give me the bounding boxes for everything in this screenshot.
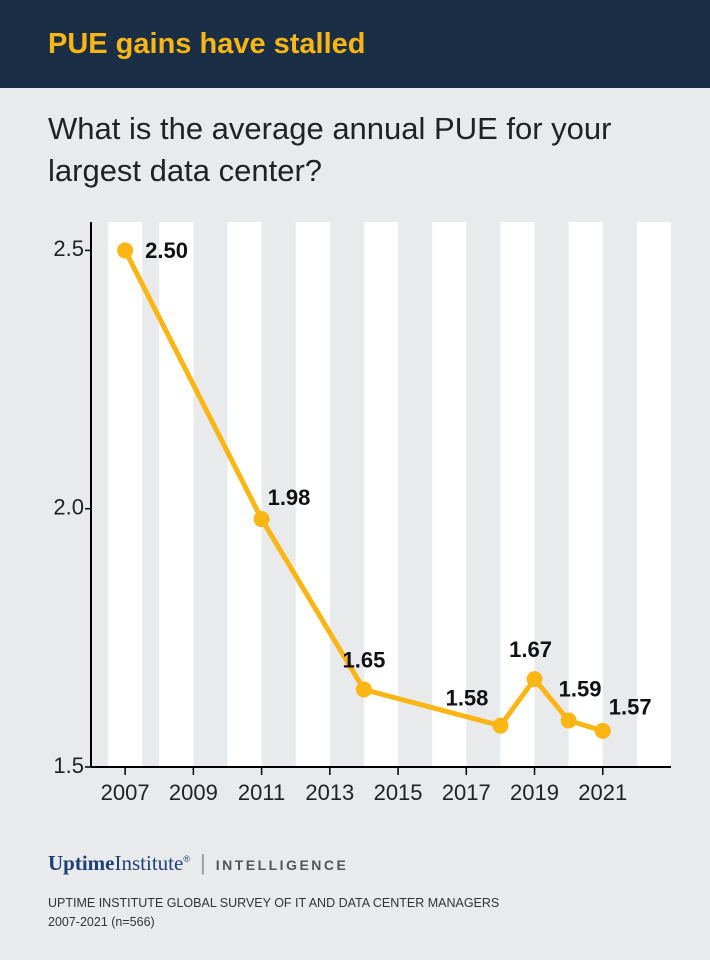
point: [492, 717, 509, 734]
source-note: UPTIME INSTITUTE GLOBAL SURVEY OF IT AND…: [48, 896, 500, 929]
x-tick-label: 2011: [238, 780, 285, 805]
x-tick-label: 2007: [101, 780, 150, 805]
brand-name: Uptime: [48, 851, 115, 875]
stripe: [568, 222, 603, 767]
point: [594, 722, 611, 739]
point: [355, 681, 372, 698]
data-label: 1.98: [268, 485, 311, 510]
point: [117, 242, 134, 259]
data-label: 1.59: [559, 676, 602, 701]
point: [253, 511, 270, 528]
x-tick-label: 2015: [374, 780, 423, 805]
brand-unit: INTELLIGENCE: [215, 857, 349, 873]
subtitle: What is the average annual PUE for your …: [48, 111, 612, 188]
stripe: [227, 222, 262, 767]
data-label: 1.58: [446, 685, 489, 710]
data-label: 1.57: [609, 695, 652, 720]
point: [560, 712, 577, 729]
brand-name: Institute: [114, 851, 184, 875]
stripe: [363, 222, 399, 767]
data-label: 1.65: [343, 647, 386, 672]
stripe: [108, 222, 143, 767]
y-tick-label: 2.5: [53, 236, 84, 261]
x-tick-label: 2019: [510, 780, 559, 805]
y-tick-label: 2.0: [53, 495, 84, 520]
stripe: [295, 222, 330, 767]
data-label: 2.50: [145, 238, 188, 263]
point: [526, 671, 543, 688]
stripe: [636, 222, 671, 767]
x-tick-label: 2009: [169, 780, 218, 805]
brand: UptimeInstitute® | INTELLIGENCE: [48, 850, 348, 876]
data-label: 1.67: [509, 637, 552, 662]
separator: |: [199, 850, 206, 875]
x-tick-label: 2021: [578, 780, 627, 805]
y-tick-label: 1.5: [53, 753, 84, 778]
x-tick-label: 2017: [442, 780, 491, 805]
header: PUE gains have stalled: [0, 0, 710, 88]
brand-mark: ®: [183, 854, 190, 864]
x-tick-label: 2013: [305, 780, 354, 805]
chart-title: PUE gains have stalled: [48, 28, 366, 60]
stripe: [432, 222, 467, 767]
stripe: [159, 222, 194, 767]
